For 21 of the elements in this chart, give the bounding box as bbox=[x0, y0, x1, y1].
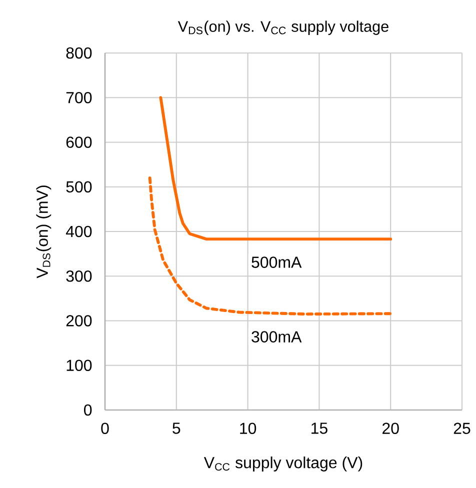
y-axis-title: V$_{DS}$(on) (mV) bbox=[36, 186, 52, 278]
y-tick-label: 800 bbox=[66, 47, 92, 59]
x-tick-label: 5 bbox=[172, 422, 180, 434]
x-axis-title: V$_{CC}$ supply voltage (V) bbox=[204, 456, 362, 472]
y-tick-label: 0 bbox=[84, 404, 92, 416]
series-label: 300mA bbox=[252, 331, 302, 342]
x-tick-label: 10 bbox=[240, 422, 256, 434]
y-tick-label: 100 bbox=[66, 360, 92, 372]
x-tick-label: 0 bbox=[101, 422, 109, 434]
y-tick-label: 200 bbox=[66, 315, 92, 326]
y-tick-label: 400 bbox=[66, 226, 92, 238]
line-series bbox=[148, 176, 392, 316]
series-label: 500mA bbox=[252, 256, 302, 268]
x-tick-label: 20 bbox=[382, 422, 399, 434]
chart-title: V$_{DS}$(on) vs. V$_{CC}$ supply voltage bbox=[178, 20, 388, 35]
y-tick-label: 300 bbox=[66, 270, 92, 282]
y-tick-label: 500 bbox=[66, 181, 92, 193]
y-tick-label: 700 bbox=[66, 92, 92, 104]
x-tick-label: 25 bbox=[454, 422, 470, 434]
x-tick-label: 15 bbox=[312, 422, 328, 434]
y-tick-label: 600 bbox=[66, 136, 92, 148]
